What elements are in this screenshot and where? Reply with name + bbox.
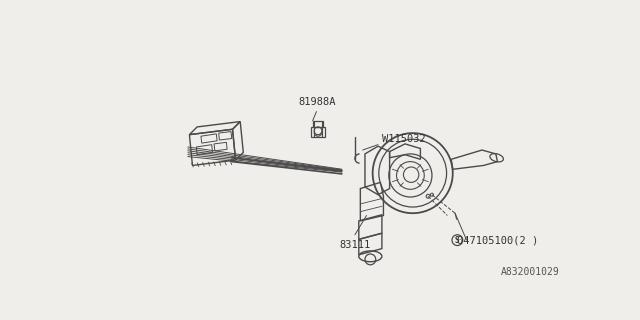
Text: S: S (455, 236, 460, 244)
Text: W115032: W115032 (382, 133, 426, 143)
Text: 83111: 83111 (339, 240, 371, 250)
Text: 81988A: 81988A (298, 97, 336, 107)
Text: 047105100(2 ): 047105100(2 ) (457, 235, 538, 245)
Text: A832001029: A832001029 (500, 268, 559, 277)
